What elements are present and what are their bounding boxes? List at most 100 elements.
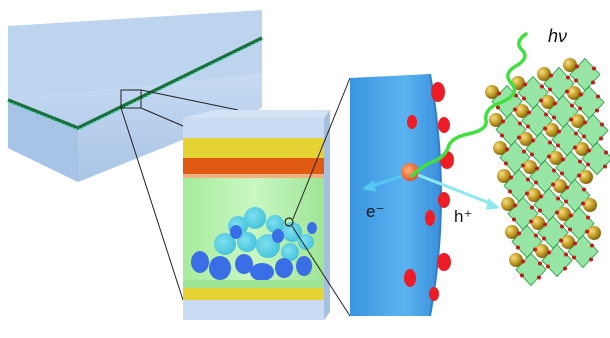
- oxygen-atom: [551, 182, 555, 187]
- lead-atom: [527, 188, 541, 202]
- oxygen-atom: [520, 273, 524, 278]
- lead-atom: [485, 85, 499, 99]
- oxygen-atom: [517, 135, 521, 140]
- oxygen-atom: [501, 119, 505, 124]
- lead-atom: [523, 160, 537, 174]
- slab-side-face: [8, 100, 78, 182]
- oxygen-atom: [521, 259, 525, 264]
- oxygen-atom: [546, 264, 550, 269]
- oxygen-atom: [565, 185, 569, 190]
- oxygen-atom: [526, 124, 530, 129]
- lead-atom: [489, 113, 503, 127]
- oxygen-atom: [535, 166, 539, 171]
- electron-label: e⁻: [366, 202, 384, 221]
- slab-device-layer-highlight: [7, 39, 263, 131]
- oxygen-atom: [527, 110, 531, 115]
- hole-arrow: [417, 173, 500, 210]
- photon: hν: [410, 26, 567, 178]
- oxygen-atom: [513, 107, 517, 112]
- oxygen-atom: [539, 98, 543, 103]
- oxygen-atom: [500, 133, 504, 138]
- lead-atom: [563, 58, 577, 72]
- oxygen-atom: [573, 241, 577, 246]
- lead-atom: [575, 142, 589, 156]
- oxygen-atom: [549, 73, 553, 78]
- oxygen-atom: [526, 177, 530, 182]
- oxygen-atom: [587, 148, 591, 153]
- oxygen-atom: [596, 94, 600, 99]
- oxygen-atom: [548, 87, 552, 92]
- lead-atom: [587, 226, 601, 240]
- oxygen-atom: [566, 75, 570, 80]
- oxygen-atom: [539, 194, 543, 199]
- oxygen-atom: [505, 147, 509, 152]
- oxygen-atom: [578, 159, 582, 164]
- stack-top-face: [183, 110, 330, 118]
- oxygen-atom: [543, 126, 547, 131]
- oxygen-atom: [517, 231, 521, 236]
- oxygen-atom: [590, 243, 594, 248]
- electron-arrow: [362, 174, 403, 192]
- electrode-top-layer: [183, 138, 324, 158]
- lead-atom: [515, 104, 529, 118]
- oxygen-atom: [555, 210, 559, 215]
- oxygen-atom: [577, 173, 581, 178]
- lead-atom: [531, 216, 545, 230]
- lead-atom: [579, 170, 593, 184]
- oxygen-atom: [534, 233, 538, 238]
- oxygen-atom: [585, 229, 589, 234]
- oxygen-atom: [595, 108, 599, 113]
- hole-transport-layer: [183, 158, 324, 174]
- lead-atom: [535, 244, 549, 258]
- oxygen-atom: [572, 255, 576, 260]
- oxygen-atom: [599, 136, 603, 141]
- zoom-lines-1: [120, 89, 239, 301]
- oxygen-atom: [556, 196, 560, 201]
- oxygen-atom: [557, 129, 561, 134]
- oxygen-atom: [586, 215, 590, 220]
- oxygen-atom: [543, 222, 547, 227]
- oxygen-atom: [514, 93, 518, 98]
- oxygen-atom: [565, 89, 569, 94]
- oxygen-atom: [530, 152, 534, 157]
- oxygen-atom: [547, 250, 551, 255]
- photon-wave: [410, 32, 528, 178]
- lead-atom: [549, 151, 563, 165]
- oxygen-atom: [591, 80, 595, 85]
- oxygen-atom: [553, 101, 557, 106]
- oxygen-atom: [548, 140, 552, 145]
- blocking-layer: [183, 280, 324, 288]
- oxygen-atom: [582, 187, 586, 192]
- oxygen-atom: [560, 224, 564, 229]
- lead-atom: [553, 179, 567, 193]
- zoom-circle-2: [284, 217, 294, 227]
- lead-atom: [505, 225, 519, 239]
- oxygen-atom: [569, 117, 573, 122]
- oxygen-atom: [603, 164, 607, 169]
- lead-atom: [501, 197, 515, 211]
- device-slab: [7, 10, 263, 182]
- oxygen-atom: [523, 82, 527, 87]
- oxygen-atom: [579, 92, 583, 97]
- oxygen-atom: [578, 106, 582, 111]
- nanoparticle-interface: e⁻: [350, 73, 454, 317]
- oxygen-atom: [531, 138, 535, 143]
- stack-side-face: [324, 110, 330, 320]
- lead-atom: [557, 207, 571, 221]
- oxygen-atom: [556, 143, 560, 148]
- lead-atom: [541, 95, 555, 109]
- oxygen-atom: [564, 199, 568, 204]
- oxygen-atom: [574, 131, 578, 136]
- electrode-bottom-layer: [183, 288, 324, 300]
- oxygen-atom: [513, 203, 517, 208]
- oxygen-atom: [604, 150, 608, 155]
- oxygen-atom: [542, 236, 546, 241]
- oxygen-atom: [504, 161, 508, 166]
- oxygen-atom: [537, 275, 541, 280]
- lead-atom: [571, 114, 585, 128]
- lead-atom: [493, 141, 507, 155]
- oxygen-atom: [544, 112, 548, 117]
- oxygen-atom: [564, 252, 568, 257]
- oxygen-atom: [516, 245, 520, 250]
- oxygen-atom: [508, 189, 512, 194]
